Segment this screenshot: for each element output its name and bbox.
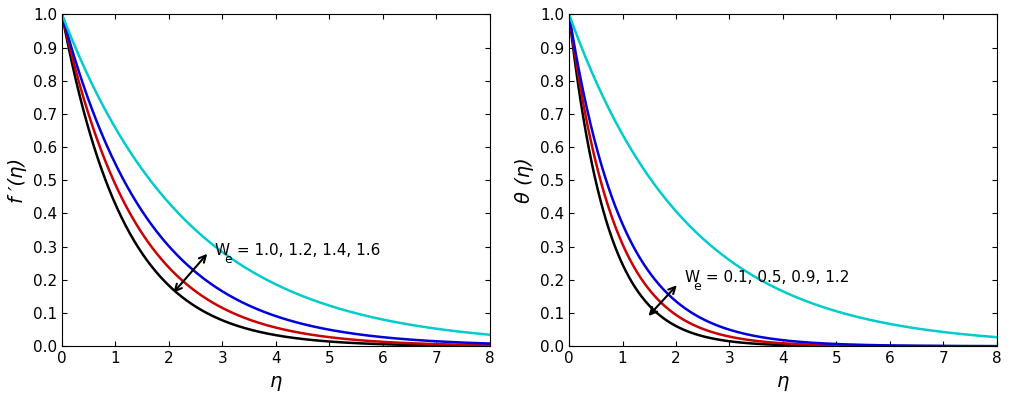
Y-axis label: θ (η): θ (η) (515, 158, 534, 203)
Text: W: W (684, 270, 699, 284)
X-axis label: η: η (777, 371, 789, 391)
Text: e: e (224, 253, 231, 266)
Text: = 0.1, 0.5, 0.9, 1.2: = 0.1, 0.5, 0.9, 1.2 (701, 270, 849, 284)
Text: = 1.0, 1.2, 1.4, 1.6: = 1.0, 1.2, 1.4, 1.6 (231, 243, 380, 258)
Text: W: W (214, 243, 229, 258)
Y-axis label: f ′(η): f ′(η) (8, 158, 27, 203)
X-axis label: η: η (270, 371, 282, 391)
Text: e: e (694, 280, 701, 293)
